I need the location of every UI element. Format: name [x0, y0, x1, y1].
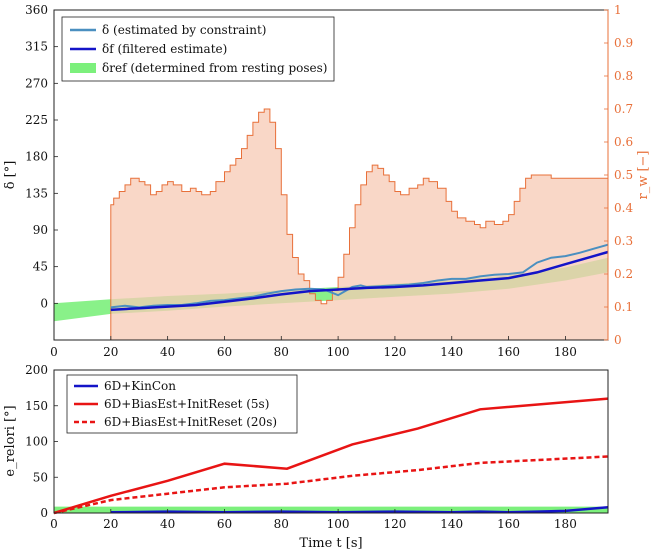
top-y2-ticks: 0 0.1 0.2 0.3 0.4 0.5 0.6 0.7 0.8 0.9 1	[604, 3, 633, 347]
error-series	[53, 397, 609, 515]
bottom-x-tick-label: 20	[103, 517, 118, 531]
top-y-tick-label: 315	[25, 40, 48, 54]
top-y2-tick-label: 0.9	[614, 36, 633, 50]
top-y-tick-label: 0	[40, 296, 48, 310]
top-legend-box	[61, 16, 335, 82]
top-chart: 0 20 40 60 80 100 120 140 160 180 0 45 90 135 180 225 2…	[3, 3, 651, 359]
top-y2-tick-label: 0.3	[614, 234, 633, 248]
bottom-x-tick-label: 40	[160, 517, 175, 531]
rw-area	[110, 108, 609, 341]
legend-label-delta-f: δf (filtered estimate)	[102, 42, 227, 56]
top-y2-tick-label: 0.2	[614, 267, 633, 281]
top-x-ticks: 0 20 40 60 80 100 120 140 160 180	[50, 336, 577, 359]
legend-label-reset5: 6D+BiasEst+InitReset (5s)	[104, 397, 269, 411]
bottom-x-tick-label: 140	[440, 517, 463, 531]
bottom-x-ticks: 0 20 40 60 80 100 120 140 160 180	[50, 509, 577, 531]
bottom-chart: 0 20 40 60 80 100 120 140 160 180 0 50 100 150 200 e_…	[3, 363, 609, 551]
bottom-y-ticks: 0 50 100 150 200	[25, 363, 58, 520]
bottom-legend: 6D+KinCon 6D+BiasEst+InitReset (5s) 6D+B…	[66, 374, 298, 434]
legend-swatch-delta-ref	[70, 63, 96, 73]
bottom-y-tick-label: 50	[33, 470, 48, 484]
top-y2-axis-label: r_w [−]	[636, 150, 651, 199]
top-y2-tick-label: 0.8	[614, 69, 633, 83]
top-y2-tick-label: 0	[614, 333, 622, 347]
top-x-tick-label: 80	[274, 345, 289, 359]
top-x-tick-label: 160	[497, 345, 520, 359]
top-y-tick-label: 360	[25, 3, 48, 17]
legend-label-kincon: 6D+KinCon	[104, 379, 176, 393]
top-x-tick-label: 120	[383, 345, 406, 359]
legend-label-delta: δ (estimated by constraint)	[102, 23, 266, 37]
top-y-tick-label: 270	[25, 76, 48, 90]
delta-series	[110, 243, 609, 312]
bottom-x-axis-label: Time t [s]	[299, 536, 362, 551]
top-y-tick-label: 90	[33, 223, 48, 237]
rw-step-area	[110, 108, 609, 341]
bottom-x-tick-label: 60	[217, 517, 232, 531]
kincon-line	[110, 506, 609, 514]
bottom-x-tick-label: 0	[50, 517, 58, 531]
bottom-y-axis-label: e_relori [°]	[3, 405, 18, 476]
top-x-tick-label: 180	[554, 345, 577, 359]
top-x-tick-label: 100	[327, 345, 350, 359]
top-x-tick-label: 140	[440, 345, 463, 359]
legend-label-reset20: 6D+BiasEst+InitReset (20s)	[104, 415, 277, 429]
top-y2-tick-label: 0.4	[614, 201, 633, 215]
top-x-tick-label: 0	[50, 345, 58, 359]
top-y-tick-label: 180	[25, 150, 48, 164]
bottom-y-tick-label: 150	[25, 399, 48, 413]
top-y-ticks: 0 45 90 135 180 225 270 315 360	[25, 3, 58, 310]
top-y-tick-label: 45	[33, 260, 48, 274]
top-y2-tick-label: 1	[614, 3, 622, 17]
top-x-tick-label: 60	[217, 345, 232, 359]
bottom-legend-box	[66, 374, 298, 434]
bottom-x-tick-label: 100	[327, 517, 350, 531]
top-y-axis-label: δ [°]	[3, 161, 18, 190]
top-legend: δ (estimated by constraint) δf (filtered…	[61, 16, 335, 82]
legend-label-delta-ref: δref (determined from resting poses)	[102, 61, 327, 75]
top-x-tick-label: 20	[103, 345, 118, 359]
delta-f-line	[110, 250, 609, 312]
top-y2-tick-label: 0.7	[614, 102, 633, 116]
top-x-tick-label: 40	[160, 345, 175, 359]
top-y2-tick-label: 0.5	[614, 168, 633, 182]
bottom-x-tick-label: 180	[554, 517, 577, 531]
bottom-x-tick-label: 120	[383, 517, 406, 531]
reset5-line	[53, 397, 609, 515]
reset20-line	[53, 455, 609, 515]
bottom-y-tick-label: 0	[40, 506, 48, 520]
top-y-tick-label: 135	[25, 186, 48, 200]
bottom-y-tick-label: 200	[25, 363, 48, 377]
top-y-tick-label: 225	[25, 113, 48, 127]
bottom-x-tick-label: 80	[274, 517, 289, 531]
top-y2-tick-label: 0.1	[614, 300, 633, 314]
bottom-x-tick-label: 160	[497, 517, 520, 531]
top-y2-tick-label: 0.6	[614, 135, 633, 149]
bottom-y-tick-label: 100	[25, 435, 48, 449]
delta-line	[110, 243, 609, 309]
